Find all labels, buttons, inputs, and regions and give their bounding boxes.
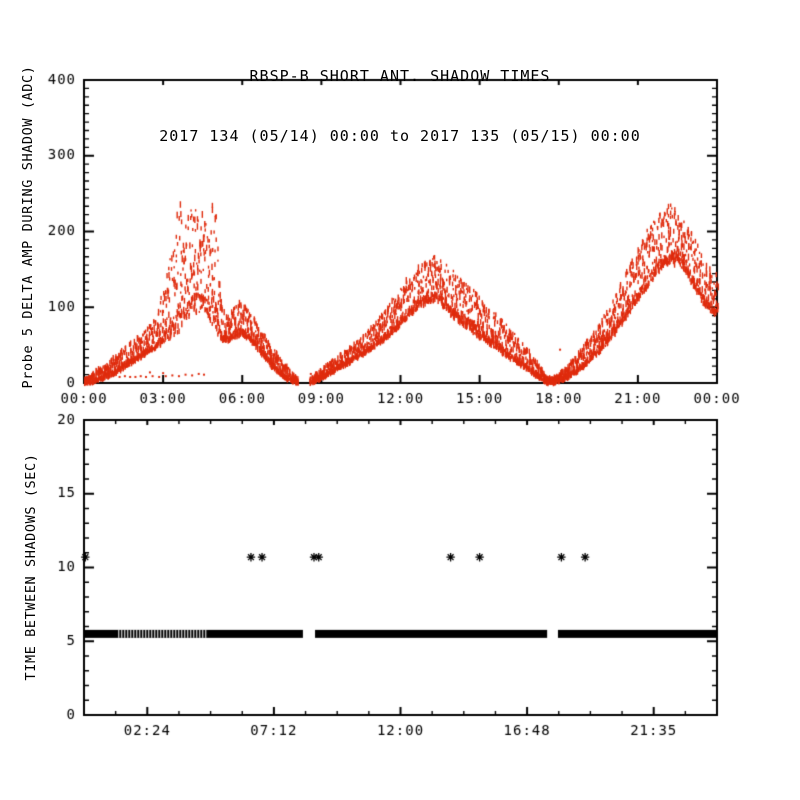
chart-title: RBSP-B SHORT ANT. SHADOW TIMES — [249, 67, 551, 85]
top-plot-area — [84, 80, 717, 383]
bottom-plot-area — [84, 420, 717, 715]
chart-subtitle: 2017 134 (05/14) 00:00 to 2017 135 (05/1… — [159, 127, 641, 145]
top-y-axis-label: Probe 5 DELTA AMP DURING SHADOW (ADC) — [20, 65, 36, 389]
bottom-y-axis-label: TIME BETWEEN SHADOWS (SEC) — [23, 453, 39, 681]
chart-title-block: RBSP-B SHORT ANT. SHADOW TIMES 2017 134 … — [0, 26, 800, 186]
